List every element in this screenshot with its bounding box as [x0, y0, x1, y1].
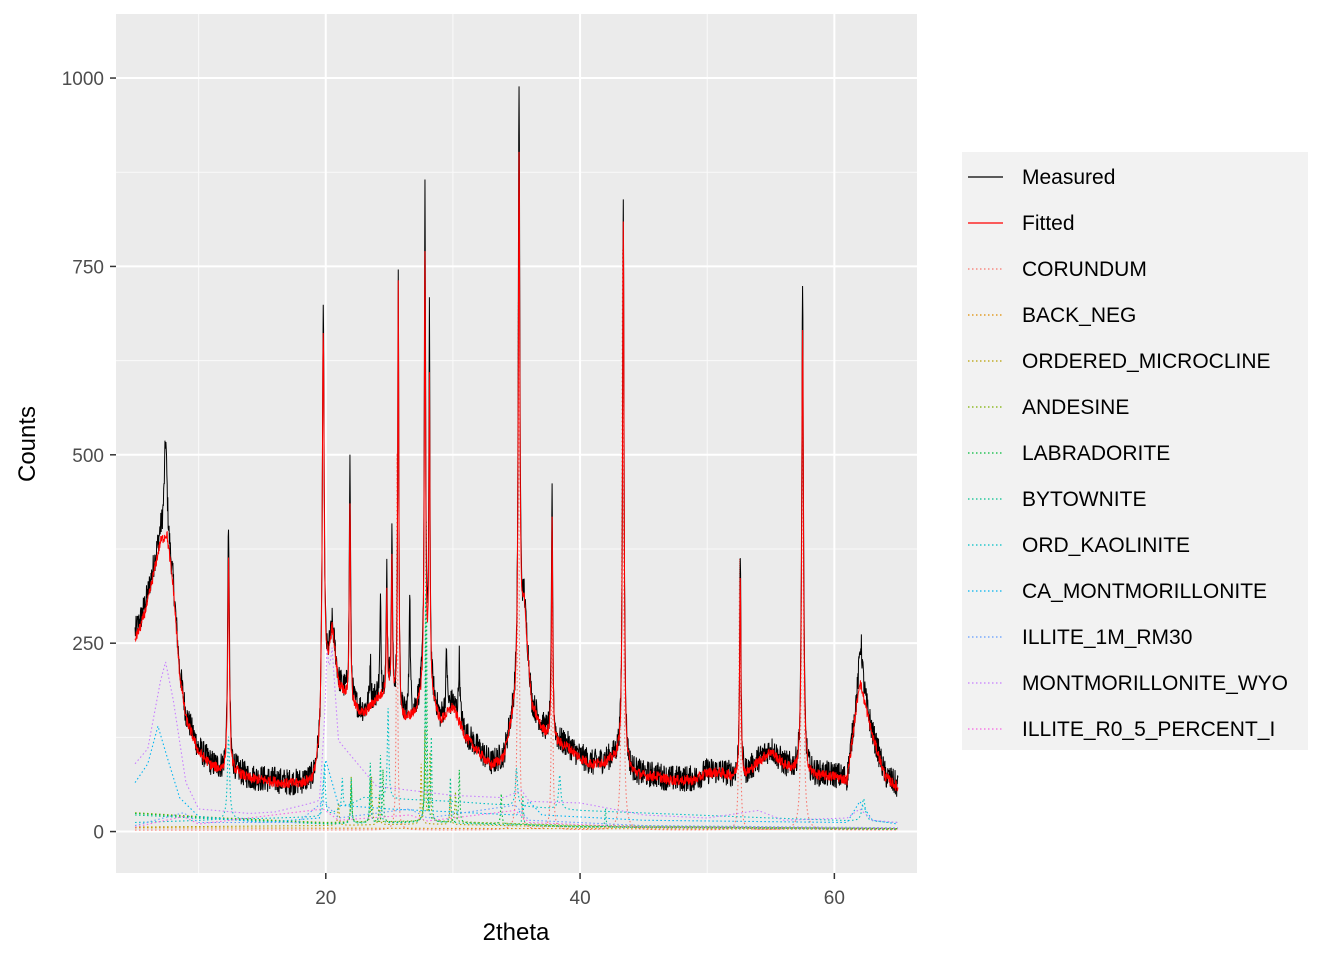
y-tick-label: 500: [72, 446, 104, 467]
legend-label: ILLITE_1M_RM30: [1022, 626, 1192, 649]
y-axis: 0 250 500 750 1000: [62, 69, 116, 844]
legend-label: Measured: [1022, 166, 1115, 189]
legend-label: MONTMORILLONITE_WYO: [1022, 672, 1288, 695]
series-fitted: [134, 151, 899, 792]
legend: Measured Fitted CORUNDUM BACK_NEG ORDERED_MI…: [962, 152, 1308, 750]
series-back-neg: [135, 827, 898, 830]
series-illite-1m-rm30: [134, 800, 898, 829]
series-bytownite: [135, 595, 898, 830]
x-tick-label: 60: [824, 888, 845, 909]
plot-panel: [116, 14, 917, 873]
series-ordered-microcline: [135, 763, 898, 830]
y-tick-label: 250: [72, 634, 104, 655]
legend-background: [962, 152, 1308, 750]
series-labradorite: [135, 520, 898, 830]
legend-label: CORUNDUM: [1022, 258, 1147, 281]
y-tick-label: 1000: [62, 69, 104, 90]
series-andesine: [135, 729, 898, 830]
grid-minor: [116, 14, 917, 873]
legend-label: BYTOWNITE: [1022, 488, 1146, 511]
series-layer: [134, 86, 899, 831]
legend-label: ILLITE_R0_5_PERCENT_I: [1022, 718, 1275, 741]
series-ord-kaolinite: [135, 708, 898, 824]
series-corundum: [135, 249, 898, 831]
y-tick-label: 750: [72, 257, 104, 278]
legend-label: Fitted: [1022, 212, 1075, 235]
y-axis-title: Counts: [14, 406, 41, 482]
legend-label: BACK_NEG: [1022, 304, 1136, 327]
x-tick-label: 20: [315, 888, 336, 909]
x-axis-title: 2theta: [483, 919, 550, 946]
legend-label: ORD_KAOLINITE: [1022, 534, 1190, 557]
legend-label: LABRADORITE: [1022, 442, 1170, 465]
y-tick-label: 0: [93, 823, 104, 844]
x-tick-label: 40: [570, 888, 591, 909]
legend-label: ORDERED_MICROCLINE: [1022, 350, 1271, 373]
series-ca-montmorillonite: [134, 724, 899, 825]
legend-label: CA_MONTMORILLONITE: [1022, 580, 1267, 603]
legend-label: ANDESINE: [1022, 396, 1129, 419]
x-axis: 20 40 60: [315, 873, 845, 909]
